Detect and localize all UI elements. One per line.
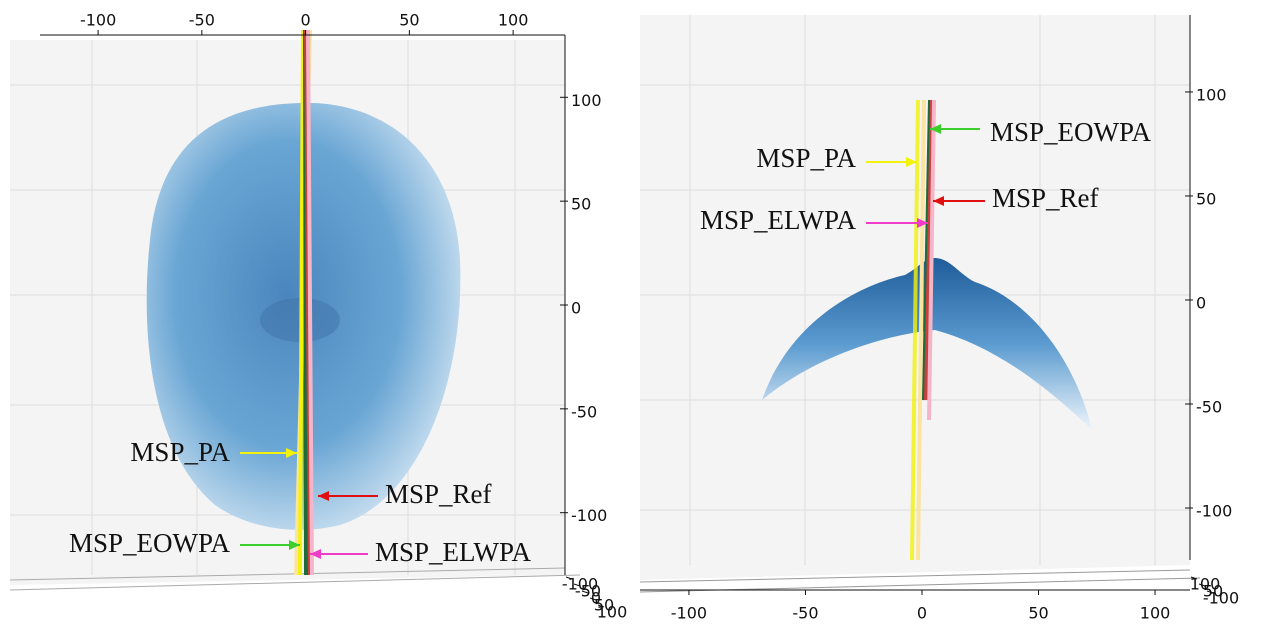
z-tick-label: -50 <box>571 402 597 421</box>
arrow-head <box>933 196 944 206</box>
depth-tick-label: 50 <box>1203 582 1223 601</box>
x-tick-label: -50 <box>189 11 215 30</box>
depth-tick <box>1206 590 1214 594</box>
annotation-label: MSP_PA <box>130 437 230 467</box>
arrow-head <box>289 540 300 550</box>
depth-tick <box>1190 576 1198 580</box>
z-tick-label: -100 <box>571 506 607 525</box>
profile-surface <box>762 258 1092 430</box>
planes <box>910 99 936 561</box>
depth-tick <box>581 590 589 594</box>
pane-edge <box>9 567 566 581</box>
x-tick-label: 50 <box>1028 604 1048 623</box>
annotation-label: MSP_PA <box>756 143 856 173</box>
z-tick-label: 50 <box>1196 189 1216 208</box>
depth-tick-label: 100 <box>1190 575 1221 594</box>
arrow-head <box>310 549 321 559</box>
z-tick-label: -50 <box>1196 397 1222 416</box>
x-tick-label: -100 <box>80 11 116 30</box>
x-tick-label: 0 <box>917 604 927 623</box>
left-panel <box>9 29 581 591</box>
depth-tick <box>573 583 581 587</box>
arrow-head <box>930 124 941 134</box>
arrow-head <box>906 157 917 167</box>
depth-tick <box>565 576 573 580</box>
annotation-label: MSP_ELWPA <box>375 537 532 567</box>
depth-tick-label: 100 <box>597 603 628 622</box>
z-tick-label: 100 <box>1196 85 1227 104</box>
annotation-label: MSP_Ref <box>385 479 492 509</box>
x-tick-label: -50 <box>792 604 818 623</box>
annotation-label: MSP_Ref <box>992 183 1099 213</box>
z-tick-label: 50 <box>571 195 591 214</box>
arrow-head <box>318 491 329 501</box>
annotation-label: MSP_EOWPA <box>990 117 1152 147</box>
depth-tick-label: 50 <box>594 596 614 615</box>
right-panel <box>639 15 1201 593</box>
arrow-head <box>917 218 928 228</box>
depth-tick <box>589 597 597 601</box>
depth-tick <box>1198 583 1206 587</box>
z-tick-label: 0 <box>571 299 581 318</box>
z-tick-label: 0 <box>1196 293 1206 312</box>
annotation-label: MSP_ELWPA <box>700 205 857 235</box>
x-tick-label: 0 <box>301 11 311 30</box>
pane-edge <box>639 569 1191 583</box>
depth-tick-label: -50 <box>575 582 601 601</box>
arrow-head <box>286 448 297 458</box>
depth-tick-label: 0 <box>591 589 601 608</box>
depth-tick-label: -100 <box>562 575 598 594</box>
x-tick-label: 100 <box>1140 604 1171 623</box>
annotation-label: MSP_EOWPA <box>69 528 231 558</box>
x-tick-label: 50 <box>399 11 419 30</box>
planes <box>294 29 314 576</box>
pane-edge <box>9 574 581 591</box>
depth-tick <box>597 604 605 608</box>
x-tick-label: 100 <box>498 11 529 30</box>
x-tick-label: -100 <box>671 604 707 623</box>
z-tick-label: -100 <box>1196 501 1232 520</box>
z-tick-label: 100 <box>571 91 602 110</box>
depth-tick-label: -100 <box>1203 589 1239 608</box>
